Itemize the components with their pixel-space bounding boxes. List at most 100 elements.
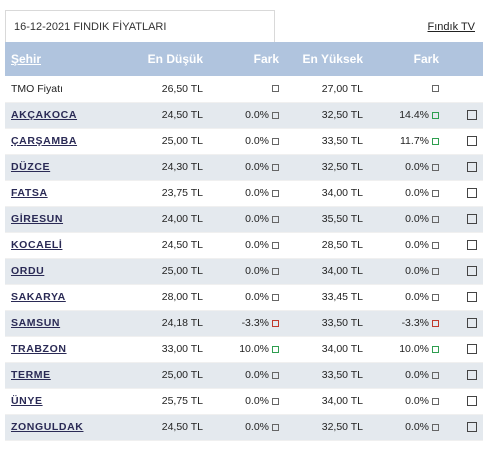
- checkbox-icon[interactable]: [467, 396, 477, 407]
- high-diff-text: 0.0%: [405, 239, 429, 251]
- high-diff-text: 0.0%: [405, 161, 429, 173]
- high-diff-text: 0.0%: [405, 187, 429, 199]
- high-price: 34,00 TL: [285, 336, 369, 363]
- trend-icon: [432, 397, 439, 405]
- row-action[interactable]: [445, 232, 483, 259]
- city-name[interactable]: ÇARŞAMBA: [5, 128, 135, 155]
- low-price-text: 24,00 TL: [161, 213, 203, 225]
- high-diff-text: 0.0%: [405, 395, 429, 407]
- low-price: 25,00 TL: [135, 128, 209, 155]
- trend-icon: [432, 345, 439, 353]
- row-action[interactable]: [445, 388, 483, 415]
- high-diff-text: 0.0%: [405, 291, 429, 303]
- city-name[interactable]: DÜZCE: [5, 154, 135, 181]
- trend-icon: [272, 137, 279, 145]
- checkbox-icon[interactable]: [467, 344, 477, 355]
- row-action[interactable]: [445, 336, 483, 363]
- table-row: TMO Fiyatı 26,50 TL 27,00 TL: [5, 76, 483, 103]
- trend-icon: [272, 423, 279, 431]
- city-name[interactable]: GİRESUN: [5, 206, 135, 233]
- high-diff-text: 11.7%: [400, 135, 429, 147]
- row-action[interactable]: [445, 206, 483, 233]
- city-name-text: SAMSUN: [11, 317, 61, 329]
- table-row: TERME 25,00 TL 0.0% 33,50 TL 0.0%: [5, 362, 483, 389]
- city-name[interactable]: FATSA: [5, 180, 135, 207]
- checkbox-icon[interactable]: [467, 422, 477, 433]
- low-price-text: 28,00 TL: [161, 291, 203, 303]
- low-diff: 0.0%: [209, 388, 285, 415]
- high-price: 27,00 TL: [285, 76, 369, 103]
- table-row: SAMSUN 24,18 TL -3.3% 33,50 TL -3.3%: [5, 310, 483, 337]
- low-price-text: 24,50 TL: [161, 421, 203, 433]
- checkbox-icon[interactable]: [467, 266, 477, 277]
- checkbox-icon[interactable]: [467, 188, 477, 199]
- low-price-text: 25,00 TL: [161, 265, 203, 277]
- city-name[interactable]: SAKARYA: [5, 284, 135, 311]
- row-action[interactable]: [445, 154, 483, 181]
- city-name[interactable]: ZONGULDAK: [5, 414, 135, 441]
- checkbox-icon[interactable]: [467, 370, 477, 381]
- city-name-text: KOCAELİ: [11, 239, 63, 251]
- checkbox-icon[interactable]: [467, 240, 477, 251]
- low-price-text: 24,50 TL: [161, 239, 203, 251]
- high-diff-text: 0.0%: [405, 265, 429, 277]
- city-name[interactable]: ÜNYE: [5, 388, 135, 415]
- low-diff: 0.0%: [209, 206, 285, 233]
- row-action[interactable]: [445, 258, 483, 285]
- row-action[interactable]: [445, 128, 483, 155]
- row-action[interactable]: [445, 180, 483, 207]
- low-diff: 0.0%: [209, 284, 285, 311]
- checkbox-icon[interactable]: [467, 292, 477, 303]
- high-price-text: 32,50 TL: [321, 161, 363, 173]
- low-diff: 0.0%: [209, 362, 285, 389]
- table-row: SAKARYA 28,00 TL 0.0% 33,45 TL 0.0%: [5, 284, 483, 311]
- low-price: 24,00 TL: [135, 206, 209, 233]
- row-action[interactable]: [445, 102, 483, 129]
- checkbox-icon[interactable]: [467, 162, 477, 173]
- low-diff: 0.0%: [209, 232, 285, 259]
- city-name[interactable]: KOCAELİ: [5, 232, 135, 259]
- checkbox-icon[interactable]: [467, 318, 477, 329]
- low-diff-text: -3.3%: [241, 317, 269, 329]
- city-name[interactable]: SAMSUN: [5, 310, 135, 337]
- checkbox-icon[interactable]: [467, 110, 477, 121]
- high-price: 34,00 TL: [285, 180, 369, 207]
- high-price: 35,50 TL: [285, 206, 369, 233]
- findik-tv-link[interactable]: Fındık TV: [427, 21, 475, 33]
- low-diff: 0.0%: [209, 258, 285, 285]
- col-header-high: En Yüksek: [302, 52, 363, 66]
- low-price: 26,50 TL: [135, 76, 209, 103]
- low-price: 24,50 TL: [135, 414, 209, 441]
- low-diff: 10.0%: [209, 336, 285, 363]
- row-action[interactable]: [445, 362, 483, 389]
- trend-icon: [432, 215, 439, 223]
- high-price-text: 33,50 TL: [321, 317, 363, 329]
- trend-icon: [432, 137, 439, 145]
- table-row: AKÇAKOCA 24,50 TL 0.0% 32,50 TL 14.4%: [5, 102, 483, 129]
- trend-icon: [432, 85, 439, 93]
- trend-icon: [432, 241, 439, 249]
- city-name-text: TMO Fiyatı: [11, 82, 63, 95]
- row-action[interactable]: [445, 414, 483, 441]
- city-name[interactable]: TERME: [5, 362, 135, 389]
- row-action[interactable]: [445, 284, 483, 311]
- city-name[interactable]: ORDU: [5, 258, 135, 285]
- row-action[interactable]: [445, 310, 483, 337]
- checkbox-icon[interactable]: [467, 214, 477, 225]
- high-diff-text: 10.0%: [399, 343, 429, 355]
- table-row: KOCAELİ 24,50 TL 0.0% 28,50 TL 0.0%: [5, 232, 483, 259]
- trend-icon: [272, 371, 279, 379]
- high-price-text: 28,50 TL: [321, 239, 363, 251]
- low-price: 28,00 TL: [135, 284, 209, 311]
- high-price: 32,50 TL: [285, 102, 369, 129]
- high-diff: 0.0%: [369, 362, 445, 389]
- city-name[interactable]: AKÇAKOCA: [5, 102, 135, 129]
- city-name-text: TERME: [11, 369, 51, 381]
- city-name-text: GİRESUN: [11, 213, 64, 225]
- high-price: 28,50 TL: [285, 232, 369, 259]
- checkbox-icon[interactable]: [467, 136, 477, 147]
- col-header-city[interactable]: Şehir: [11, 52, 42, 66]
- col-header-low: En Düşük: [147, 52, 203, 66]
- city-name[interactable]: TRABZON: [5, 336, 135, 363]
- high-price: 32,50 TL: [285, 414, 369, 441]
